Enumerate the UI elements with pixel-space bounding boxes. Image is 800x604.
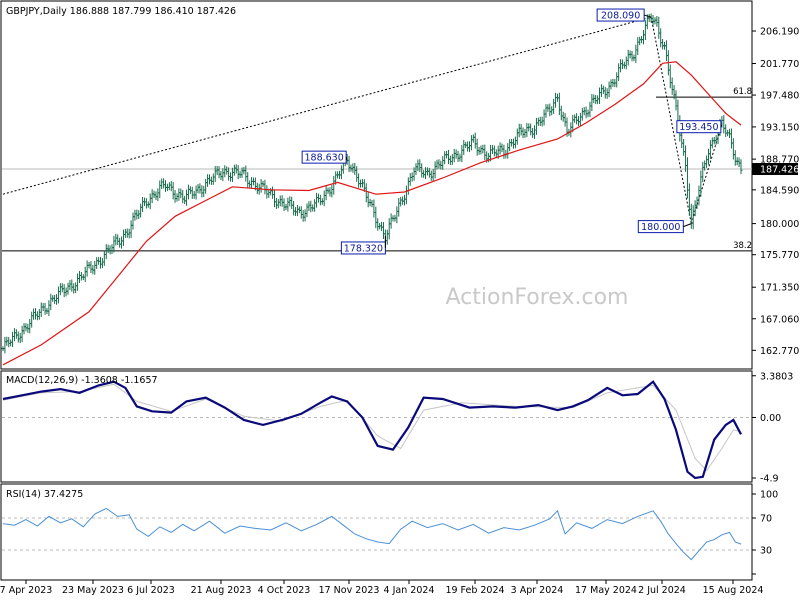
- price-y-tick-label: 180.000: [760, 219, 799, 230]
- price-label-leader: [345, 156, 348, 161]
- last-price-label: 187.426: [760, 164, 799, 175]
- x-tick-label: 6 Jul 2023: [127, 585, 175, 596]
- x-tick-label: 4 Jan 2024: [384, 585, 435, 596]
- watermark: ActionForex.com: [446, 285, 629, 310]
- fib-level-label: 61.8: [733, 87, 752, 97]
- price-label-text: 188.630: [304, 153, 343, 164]
- rsi-panel: [0, 483, 753, 581]
- x-tick-label: 17 Nov 2023: [319, 585, 380, 596]
- macd-y-tick-label: -4.9: [760, 474, 779, 485]
- rsi-y-tick-label: 70: [760, 514, 772, 525]
- macd-title: MACD(12,26,9) -1.3608 -1.1657: [6, 375, 158, 386]
- price-y-tick-label: 201.770: [760, 59, 799, 70]
- price-label-leader: [644, 14, 652, 18]
- price-y-tick-label: 197.480: [760, 91, 799, 102]
- x-tick-label: 7 Apr 2023: [0, 585, 52, 596]
- last-price-tag: [752, 162, 798, 175]
- moving-average-line: [2, 61, 742, 366]
- x-tick-label: 3 Apr 2024: [511, 585, 564, 596]
- swing-line: [650, 16, 692, 224]
- price-panel: [0, 0, 753, 370]
- macd-y-tick-label: 0.00: [760, 413, 781, 424]
- rsi-y-tick-label: 100: [760, 490, 778, 501]
- price-label-text: 180.000: [641, 222, 680, 233]
- price-label-text: 178.320: [344, 243, 383, 254]
- price-label-208-090: 208.090: [596, 8, 652, 22]
- price-y-tick-label: 184.590: [760, 185, 799, 196]
- price-y-tick-label: 171.350: [760, 283, 799, 294]
- price-bar: [739, 159, 743, 175]
- x-tick-label: 17 May 2024: [575, 585, 637, 596]
- price-y-tick-label: 206.190: [760, 27, 799, 38]
- price-label-193-450: 193.450: [676, 120, 723, 134]
- swing-line: [690, 124, 723, 224]
- macd-line: [2, 380, 742, 480]
- rsi-title: RSI(14) 37.4275: [6, 489, 83, 500]
- price-y-tick-label: 162.770: [760, 346, 799, 357]
- macd-y-tick-label: 3.3803: [760, 371, 793, 382]
- price-y-tick-label: 193.150: [760, 122, 799, 133]
- fib-level-label: 38.2: [733, 241, 752, 251]
- price-label-leader: [683, 223, 692, 228]
- x-tick-label: 21 Aug 2023: [191, 585, 252, 596]
- macd-signal-line: [2, 383, 742, 472]
- price-title: GBPJPY,Daily 186.888 187.799 186.410 187…: [6, 6, 236, 17]
- price-label-text: 193.450: [679, 122, 718, 133]
- price-y-tick-label: 188.770: [760, 155, 799, 166]
- price-y-tick-label: 167.060: [760, 314, 799, 325]
- rsi-y-tick-label: 30: [760, 546, 772, 557]
- price-y-tick-label: 175.770: [760, 250, 799, 261]
- x-tick-label: 15 Aug 2024: [703, 585, 764, 596]
- x-tick-label: 4 Oct 2023: [258, 585, 311, 596]
- price-label-text: 208.090: [601, 11, 640, 22]
- rsi-line: [2, 507, 742, 561]
- price-label-188-630: 188.630: [301, 150, 348, 164]
- x-tick-label: 23 May 2023: [62, 585, 124, 596]
- x-tick-label: 19 Feb 2024: [445, 585, 504, 596]
- price-label-178-320: 178.320: [340, 235, 386, 255]
- price-label-180-000: 180.000: [637, 220, 692, 234]
- price-label-leader: [720, 124, 723, 127]
- x-tick-label: 2 Jul 2024: [638, 585, 686, 596]
